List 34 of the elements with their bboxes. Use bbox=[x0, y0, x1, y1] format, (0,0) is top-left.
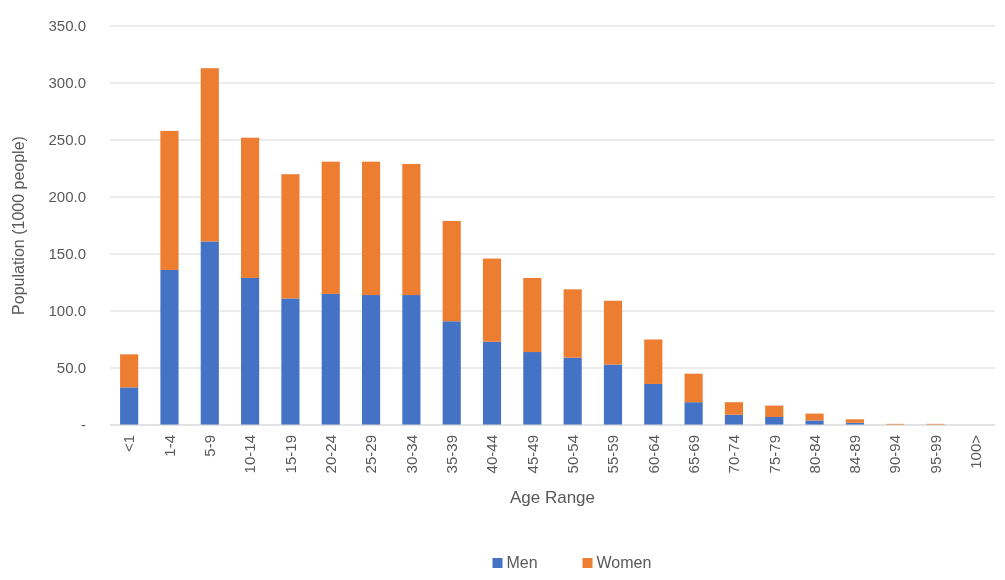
x-tick-label: 1-4 bbox=[160, 435, 178, 457]
y-tick-label: 50.0 bbox=[56, 359, 86, 377]
x-tick-label: 100> bbox=[967, 434, 985, 469]
x-tick-label: 65-69 bbox=[684, 435, 702, 474]
x-tick-label: <1 bbox=[120, 435, 138, 453]
x-tick-label: 45-49 bbox=[523, 435, 541, 474]
y-axis-title: Population (1000 people) bbox=[10, 136, 27, 315]
x-tick-label: 90-94 bbox=[886, 435, 904, 474]
x-tick-label: 80-84 bbox=[805, 435, 823, 474]
y-tick-label: 100.0 bbox=[48, 302, 86, 320]
x-tick-label: 55-59 bbox=[604, 435, 622, 474]
y-tick-label: 200.0 bbox=[48, 188, 86, 206]
x-tick-label: 30-34 bbox=[402, 435, 420, 474]
y-tick-label: 300.0 bbox=[48, 74, 86, 92]
x-tick-label: 84-89 bbox=[846, 435, 864, 474]
x-tick-label: 50-54 bbox=[563, 435, 581, 474]
y-tick-label: 250.0 bbox=[48, 131, 86, 149]
x-tick-label: 70-74 bbox=[725, 435, 743, 474]
x-axis-title: Age Range bbox=[509, 488, 596, 507]
x-tick-label: 10-14 bbox=[241, 435, 259, 474]
legend-label: Men bbox=[506, 554, 538, 571]
x-tick-label: 25-29 bbox=[362, 435, 380, 474]
y-tick-label: 150.0 bbox=[48, 245, 86, 263]
x-tick-label: 95-99 bbox=[926, 435, 944, 474]
legend-label: Women bbox=[596, 554, 652, 571]
y-tick-label: 350.0 bbox=[48, 17, 86, 35]
x-tick-label: 20-24 bbox=[322, 435, 339, 474]
x-tick-label: 5-9 bbox=[201, 435, 219, 457]
x-tick-label: 60-64 bbox=[644, 435, 662, 474]
x-tick-label: 15-19 bbox=[281, 435, 299, 474]
y-tick-label: - bbox=[81, 416, 86, 434]
x-tick-label: 35-39 bbox=[442, 435, 460, 474]
x-tick-label: 40-44 bbox=[483, 435, 501, 474]
x-tick-label: 75-79 bbox=[765, 435, 783, 474]
